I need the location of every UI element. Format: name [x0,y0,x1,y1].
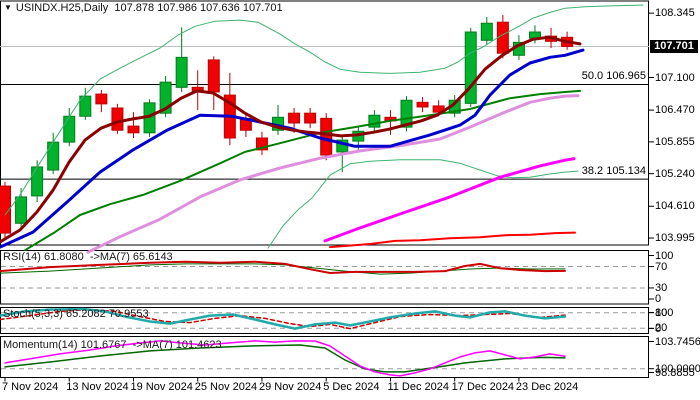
candle-29-Nov-2024 [255,137,268,151]
bollinger-lower [267,159,579,249]
close-value: 107.701 [242,2,283,14]
candle-5-Dec-2024 [320,117,333,156]
candle-18-Dec-2024 [464,31,477,104]
candle-11-Nov-2024 [31,166,44,197]
panel-border-2 [0,307,649,334]
rsi-ma [0,263,566,275]
candle-7-Nov-2024 [0,185,11,234]
candle-26-Nov-2024 [207,59,220,93]
candle-12-Dec-2024 [400,99,413,128]
open-value: 107.878 [114,2,155,14]
ma-magenta [323,157,576,243]
candle-15-Nov-2024 [95,93,108,105]
stoch-indicator-label: Stoch(5,3,3) 65.2082 70.9553 [3,308,149,320]
high-value: 107.986 [157,2,197,14]
candle-19-Nov-2024 [127,125,140,134]
candle-13-Dec-2024 [416,101,429,108]
ma-green [24,89,581,252]
momentum-ma [4,344,566,373]
ma-red-slow [329,231,576,249]
ma-blue [0,48,585,249]
candle-13-Nov-2024 [63,115,76,143]
candle-21-Nov-2024 [159,81,172,114]
chart-title-bar: ▼ USINDX.H25,Daily 107.878 107.986 107.63… [4,2,283,14]
ma-plum [86,94,580,254]
panel-border-3 [0,336,649,378]
stoch-main [0,307,567,330]
current-price-badge: 107.701 [650,39,698,53]
candle-10-Dec-2024 [368,114,381,128]
candle-3-Dec-2024 [288,112,301,124]
candle-4-Dec-2024 [304,112,317,124]
ohlc-marker-icon[interactable]: ▼ [4,3,12,12]
momentum-main [4,340,566,377]
candle-12-Nov-2024 [47,141,60,171]
candle-8-Nov-2024 [15,196,28,224]
ma-maroon [0,35,582,244]
panel-border-1 [0,250,649,305]
candle-19-Dec-2024 [480,22,493,41]
bollinger-upper [4,4,644,216]
symbol-period-label: USINDX.H25,Daily [15,2,109,14]
candle-14-Nov-2024 [79,95,92,117]
low-value: 107.636 [200,2,240,14]
rsi-main [0,260,566,274]
candle-18-Nov-2024 [111,107,124,131]
candle-22-Nov-2024 [175,56,188,88]
rsi-indicator-label: RSI(14) 61.8080 ->MA(7) 65.6143 [3,251,173,263]
candle-20-Dec-2024 [496,21,509,54]
momentum-indicator-label: Momentum(14) 101.6767 ->MA(7) 101.4623 [3,339,222,351]
panel-border-0 [0,0,649,246]
